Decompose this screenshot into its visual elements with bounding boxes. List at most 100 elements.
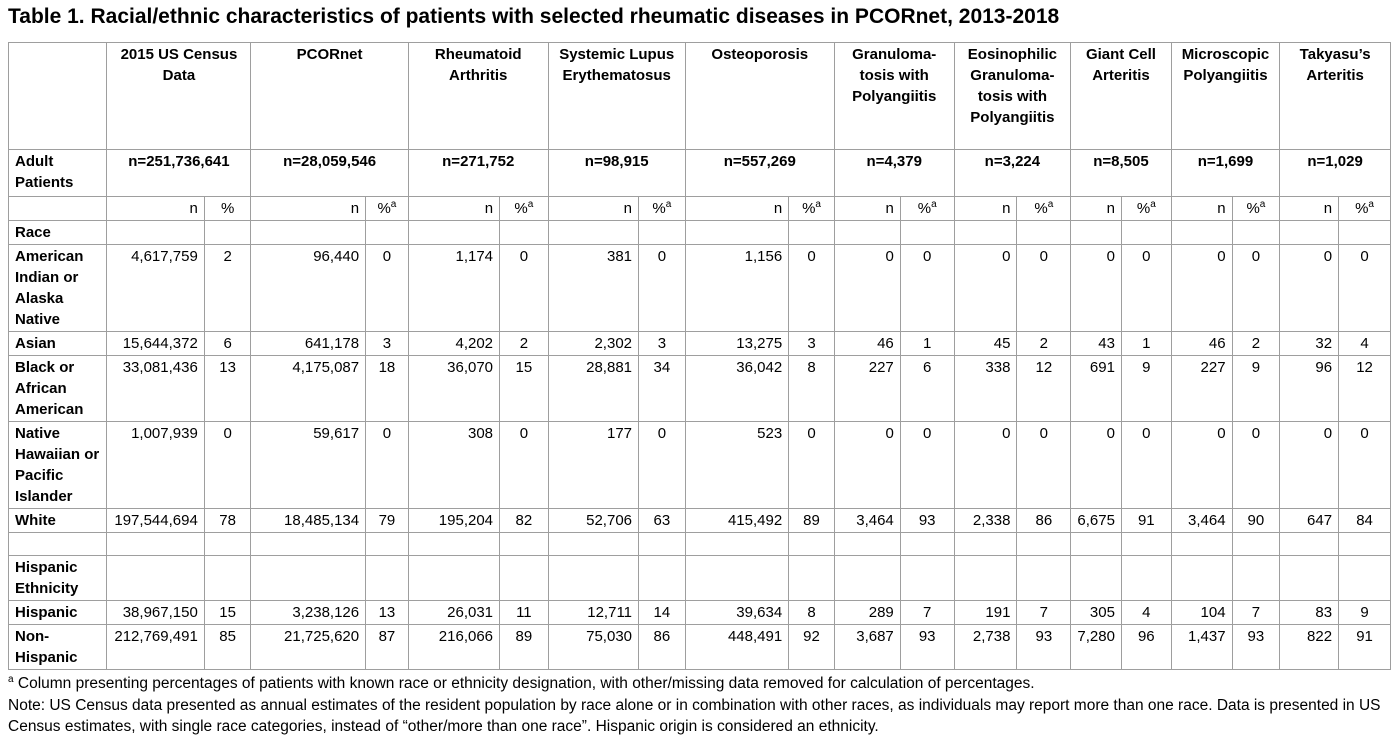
- row-label-race-section: Race: [7, 220, 108, 245]
- row-label-american-indian-or-alaska-native: American Indian or Alaska Native: [7, 244, 108, 332]
- cell-hispanic-ethnicity-section-pcornet-n: [250, 555, 367, 601]
- pct-header-gca: %a: [1120, 196, 1172, 221]
- cell-white-pcornet-n: 18,485,134: [250, 508, 367, 533]
- cell-hispanic-ethnicity-section-gpa-n: [833, 555, 901, 601]
- cell-race-section-mpa-pct: [1231, 220, 1281, 245]
- disease-header-census: 2015 US Census Data: [106, 42, 252, 150]
- pct-header-egpa: %a: [1016, 196, 1072, 221]
- cell-black-or-african-american-sle-pct: 34: [638, 355, 686, 422]
- cell-asian-gpa-pct: 1: [899, 331, 955, 356]
- n-header-osteo: n: [684, 196, 790, 221]
- cell-hispanic-ethnicity-section-mpa-pct: [1231, 555, 1281, 601]
- adult-n-census: n=251,736,641: [106, 149, 252, 197]
- cell-spacer-osteo-pct: [788, 532, 835, 556]
- cell-asian-osteo-n: 13,275: [684, 331, 790, 356]
- cell-race-section-takayasu-n: [1279, 220, 1340, 245]
- disease-header-gpa: Granuloma-tosis with Polyangiitis: [833, 42, 955, 150]
- measure-corner-cell: [7, 196, 108, 221]
- cell-hispanic-census-n: 38,967,150: [106, 600, 205, 625]
- cell-hispanic-ethnicity-section-takayasu-n: [1279, 555, 1340, 601]
- cell-hispanic-ethnicity-section-gca-n: [1070, 555, 1122, 601]
- cell-native-hawaiian-or-pacific-islander-census-pct: 0: [203, 421, 252, 509]
- cell-white-mpa-pct: 90: [1231, 508, 1281, 533]
- cell-race-section-gca-pct: [1120, 220, 1172, 245]
- pct-label: %: [1136, 200, 1151, 217]
- cell-white-takayasu-n: 647: [1279, 508, 1340, 533]
- adult-n-pcornet: n=28,059,546: [250, 149, 409, 197]
- pct-header-pcornet: %a: [365, 196, 409, 221]
- cell-white-pcornet-pct: 79: [365, 508, 409, 533]
- cell-asian-pcornet-pct: 3: [365, 331, 409, 356]
- cell-spacer-gca-pct: [1120, 532, 1172, 556]
- cell-black-or-african-american-ra-n: 36,070: [407, 355, 501, 422]
- cell-asian-pcornet-n: 641,178: [250, 331, 367, 356]
- cell-black-or-african-american-gpa-n: 227: [833, 355, 901, 422]
- cell-black-or-african-american-census-n: 33,081,436: [106, 355, 205, 422]
- cell-asian-ra-pct: 2: [499, 331, 549, 356]
- cell-race-section-ra-pct: [499, 220, 549, 245]
- adult-patients-label: Adult Patients: [7, 149, 108, 197]
- n-header-pcornet: n: [250, 196, 367, 221]
- cell-black-or-african-american-sle-n: 28,881: [547, 355, 640, 422]
- cell-spacer-gpa-pct: [899, 532, 955, 556]
- row-label-spacer: [7, 532, 108, 556]
- cell-hispanic-osteo-n: 39,634: [684, 600, 790, 625]
- cell-black-or-african-american-gpa-pct: 6: [899, 355, 955, 422]
- cell-asian-census-pct: 6: [203, 331, 252, 356]
- cell-white-gca-n: 6,675: [1070, 508, 1122, 533]
- cell-native-hawaiian-or-pacific-islander-mpa-n: 0: [1170, 421, 1233, 509]
- cell-spacer-gpa-n: [833, 532, 901, 556]
- cell-spacer-sle-n: [547, 532, 640, 556]
- cell-native-hawaiian-or-pacific-islander-pcornet-pct: 0: [365, 421, 409, 509]
- pct-label: %: [652, 200, 666, 217]
- cell-white-sle-pct: 63: [638, 508, 686, 533]
- cell-hispanic-mpa-pct: 7: [1231, 600, 1281, 625]
- cell-black-or-african-american-egpa-n: 338: [953, 355, 1018, 422]
- cell-non-hispanic-mpa-pct: 93: [1231, 624, 1281, 670]
- measure-header-row: n% n %a n %a n %a n %a n %a n %a n %a n %a n %a: [7, 196, 1391, 221]
- cell-native-hawaiian-or-pacific-islander-sle-n: 177: [547, 421, 640, 509]
- cell-white-census-pct: 78: [203, 508, 252, 533]
- n-header-ra: n: [407, 196, 501, 221]
- table-row-american-indian-or-alaska-native: American Indian or Alaska Native 4,617,75…: [7, 244, 1391, 332]
- cell-non-hispanic-takayasu-pct: 91: [1338, 624, 1391, 670]
- cell-white-gpa-n: 3,464: [833, 508, 901, 533]
- cell-hispanic-ethnicity-section-mpa-n: [1170, 555, 1233, 601]
- cell-spacer-egpa-pct: [1016, 532, 1072, 556]
- cell-hispanic-ethnicity-section-gca-pct: [1120, 555, 1172, 601]
- cell-non-hispanic-gca-n: 7,280: [1070, 624, 1122, 670]
- cell-hispanic-ethnicity-section-ra-n: [407, 555, 501, 601]
- cell-hispanic-ethnicity-section-ra-pct: [499, 555, 549, 601]
- cell-american-indian-or-alaska-native-census-n: 4,617,759: [106, 244, 205, 332]
- cell-white-osteo-n: 415,492: [684, 508, 790, 533]
- cell-non-hispanic-gpa-n: 3,687: [833, 624, 901, 670]
- table-title: Table 1. Racial/ethnic characteristics o…: [8, 5, 1060, 28]
- pct-superscript-a: a: [815, 199, 821, 210]
- cell-native-hawaiian-or-pacific-islander-pcornet-n: 59,617: [250, 421, 367, 509]
- pct-header-takayasu: %a: [1338, 196, 1391, 221]
- cell-asian-osteo-pct: 3: [788, 331, 835, 356]
- cell-hispanic-ethnicity-section-census-n: [106, 555, 205, 601]
- cell-native-hawaiian-or-pacific-islander-osteo-n: 523: [684, 421, 790, 509]
- cell-white-gca-pct: 91: [1120, 508, 1172, 533]
- cell-race-section-pcornet-pct: [365, 220, 409, 245]
- cell-black-or-african-american-pcornet-pct: 18: [365, 355, 409, 422]
- cell-american-indian-or-alaska-native-pcornet-n: 96,440: [250, 244, 367, 332]
- cell-spacer-pcornet-pct: [365, 532, 409, 556]
- row-label-native-hawaiian-or-pacific-islander: Native Hawaiian or Pacific Islander: [7, 421, 108, 509]
- cell-asian-ra-n: 4,202: [407, 331, 501, 356]
- cell-race-section-gpa-n: [833, 220, 901, 245]
- footnote-note: Note: US Census data presented as annual…: [8, 696, 1381, 736]
- adult-n-mpa: n=1,699: [1170, 149, 1281, 197]
- cell-spacer-pcornet-n: [250, 532, 367, 556]
- cell-american-indian-or-alaska-native-mpa-n: 0: [1170, 244, 1233, 332]
- n-header-gca: n: [1070, 196, 1122, 221]
- cell-race-section-sle-n: [547, 220, 640, 245]
- cell-native-hawaiian-or-pacific-islander-egpa-n: 0: [953, 421, 1018, 509]
- cell-asian-gpa-n: 46: [833, 331, 901, 356]
- cell-asian-egpa-pct: 2: [1016, 331, 1072, 356]
- cell-white-ra-pct: 82: [499, 508, 549, 533]
- pct-superscript-a: a: [1259, 199, 1266, 210]
- pct-header-gpa: %a: [899, 196, 955, 221]
- footnote-a: a Column presenting percentages of patie…: [8, 673, 1391, 695]
